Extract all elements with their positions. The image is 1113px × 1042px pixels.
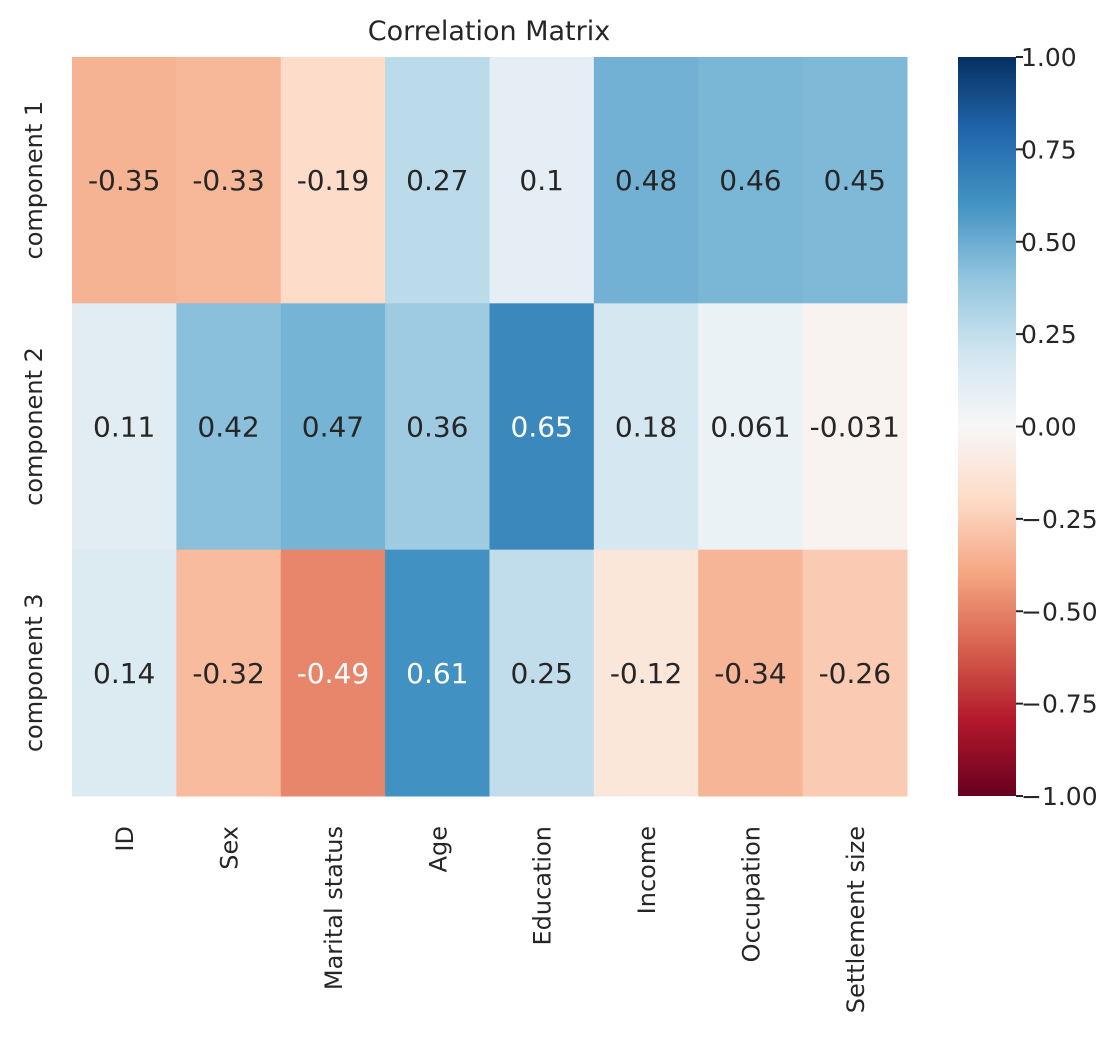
colorbar-tick-label: 1.00 (1021, 43, 1077, 72)
cell-value-label: 0.36 (406, 411, 468, 444)
cell-value-label: -0.34 (714, 657, 786, 690)
cell-value-label: 0.61 (406, 657, 468, 690)
heatmap-cell (280, 549, 386, 797)
heatmap-cell (489, 57, 595, 304)
cell-value-label: -0.35 (88, 164, 160, 197)
x-tick-label: Education (529, 826, 557, 945)
colorbar-tick-label: −0.50 (1021, 597, 1098, 626)
heatmap-cell (698, 57, 804, 304)
heatmap-cell (802, 549, 908, 797)
cell-value-label: 0.48 (615, 164, 677, 197)
heatmap-cell (176, 303, 282, 551)
colorbar-tick-label: 0.50 (1021, 228, 1077, 257)
cell-value-label: 0.27 (406, 164, 468, 197)
colorbar-tick-label: 0.25 (1021, 320, 1077, 349)
heatmap-cell (280, 57, 386, 304)
heatmap-cell (385, 549, 490, 797)
chart-title: Correlation Matrix (368, 16, 610, 47)
y-tick-label: component 2 (20, 347, 48, 506)
x-tick-label: Occupation (737, 826, 765, 962)
cell-value-label: -0.26 (819, 657, 891, 690)
heatmap-cells: -0.35 -0.33 -0.19 0.27 0.1 0.48 0.46 0.45 0.11 0.… (72, 57, 908, 797)
y-tick-label: component 3 (20, 593, 48, 752)
heatmap-cell (385, 57, 490, 304)
heatmap-cell (280, 303, 386, 551)
colorbar-tick-label: −0.25 (1021, 505, 1098, 534)
cell-value-label: 0.46 (719, 164, 781, 197)
colorbar-tick-label: 0.75 (1021, 135, 1077, 164)
x-tick-label: Age (424, 826, 452, 872)
cell-value-label: 0.18 (615, 411, 677, 444)
cell-value-label: 0.45 (824, 164, 886, 197)
cell-value-label: -0.33 (192, 164, 264, 197)
heatmap-cell (72, 57, 177, 304)
x-tick-label: Sex (216, 826, 244, 870)
cell-value-label: -0.19 (297, 164, 369, 197)
colorbar-tick-label: −0.75 (1021, 690, 1098, 719)
heatmap-cell (489, 549, 595, 797)
colorbar (958, 57, 1016, 796)
heatmap-cell (593, 549, 699, 797)
x-axis-tick-labels: ID Sex Marital status Age Education Income Occ… (111, 826, 870, 1013)
cell-value-label: 0.42 (197, 411, 259, 444)
heatmap-cell (593, 303, 699, 551)
heatmap-cell (72, 549, 177, 797)
colorbar-tick-label: −1.00 (1021, 782, 1098, 811)
x-tick-label: Income (633, 826, 661, 914)
heatmap-cell (72, 303, 177, 551)
heatmap-cell (385, 303, 490, 551)
cell-value-label: 0.25 (511, 657, 573, 690)
cell-value-label: 0.47 (302, 411, 364, 444)
heatmap-cell (698, 303, 804, 551)
colorbar-ticks: 1.00 0.75 0.50 0.25 0.00 −0.25 −0.50 −0.75 −1.00 (1016, 43, 1098, 811)
heatmap-cell (698, 549, 804, 797)
heatmap-cell (176, 549, 282, 797)
cell-value-label: -0.031 (810, 411, 900, 444)
heatmap-cell (176, 57, 282, 304)
cell-value-label: 0.1 (519, 164, 564, 197)
cell-value-label: -0.12 (610, 657, 682, 690)
x-tick-label: ID (111, 826, 139, 852)
x-tick-label: Settlement size (842, 826, 870, 1013)
cell-value-label: 0.11 (93, 411, 155, 444)
colorbar-tick-label: 0.00 (1021, 413, 1077, 442)
heatmap-cell (489, 303, 595, 551)
cell-value-label: 0.14 (93, 657, 155, 690)
cell-value-label: 0.65 (511, 411, 573, 444)
x-tick-label: Marital status (320, 826, 348, 990)
cell-value-label: -0.32 (192, 657, 264, 690)
cell-value-label: 0.061 (710, 411, 790, 444)
heatmap-cell (802, 57, 908, 304)
y-tick-label: component 1 (20, 101, 48, 260)
heatmap-cell (802, 303, 908, 551)
y-axis-tick-labels: component 1 component 2 component 3 (20, 101, 48, 752)
heatmap-cell (593, 57, 699, 304)
cell-value-label: -0.49 (297, 657, 369, 690)
